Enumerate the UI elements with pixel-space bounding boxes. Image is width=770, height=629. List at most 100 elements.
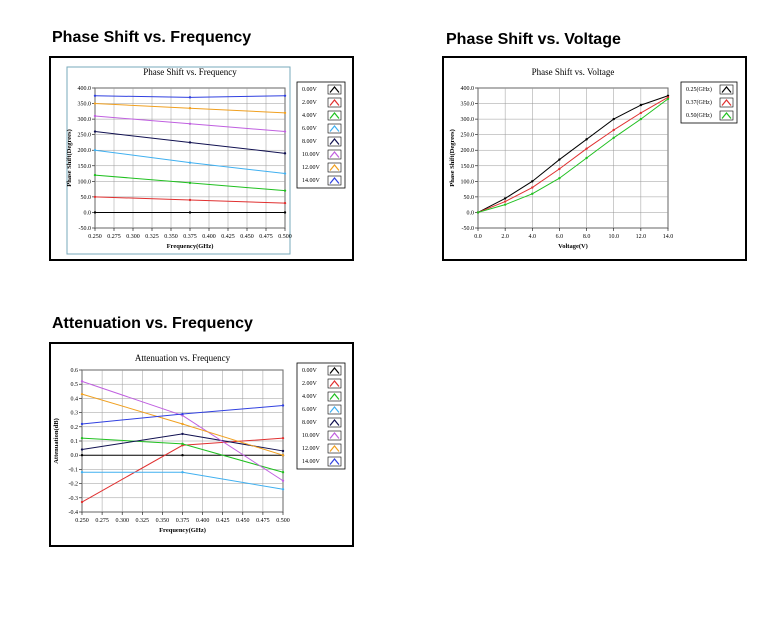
legend-icon-box [719, 110, 734, 121]
legend-icon [329, 432, 340, 439]
legend-icon [329, 164, 340, 171]
legend-icon-box [327, 162, 342, 173]
x-tick-label: 0.250 [75, 518, 89, 524]
data-point [283, 111, 287, 115]
y-tick-label: 0.0 [71, 453, 79, 459]
series-line [477, 95, 669, 213]
legend-icon [329, 112, 340, 119]
legend-icon-box [327, 365, 342, 376]
data-point [80, 448, 84, 451]
y-tick-label: 400.0 [78, 86, 92, 92]
data-point [181, 422, 184, 426]
legend-icon-box [327, 97, 342, 108]
section-heading: Phase Shift vs. Voltage [446, 31, 621, 48]
data-point [281, 449, 285, 453]
data-point [283, 172, 287, 175]
legend-icon [329, 393, 340, 400]
x-tick-label: 0.500 [278, 234, 292, 240]
legend-icon [329, 419, 340, 426]
y-tick-label: -0.1 [69, 467, 79, 473]
series-line [477, 98, 669, 213]
legend-icon-box [327, 84, 342, 95]
legend-icon [721, 99, 732, 106]
data-point [283, 130, 287, 133]
legend-label: 6.00V [302, 407, 318, 413]
data-point [188, 161, 192, 164]
data-point [281, 479, 285, 482]
legend-label: 8.00V [302, 139, 318, 145]
data-point [80, 422, 84, 426]
section-heading: Phase Shift vs. Frequency [52, 29, 251, 46]
legend-label: 14.00V [302, 178, 321, 184]
data-point [181, 471, 184, 474]
y-tick-label: 0.3 [71, 411, 79, 417]
y-tick-label: -50.0 [462, 226, 475, 232]
data-point [281, 454, 285, 457]
legend-icon-box [327, 391, 342, 402]
x-axis-label: Voltage(V) [558, 243, 588, 250]
y-tick-label: -0.2 [69, 482, 79, 488]
data-point [639, 117, 643, 121]
data-point [93, 211, 97, 214]
data-point [188, 96, 192, 99]
legend-icon [329, 380, 340, 387]
x-tick-label: 0.425 [221, 234, 235, 240]
x-tick-label: 0.275 [107, 234, 121, 240]
series-line [477, 96, 669, 213]
data-point [188, 122, 192, 125]
legend-label: 10.00V [302, 433, 321, 439]
chart-title: Phase Shift vs. Voltage [532, 67, 615, 77]
legend-icon-box [327, 175, 342, 186]
y-tick-label: 0.1 [71, 439, 79, 445]
legend-label: 4.00V [302, 113, 318, 119]
data-point [283, 152, 287, 155]
x-tick-label: 8.0 [583, 234, 591, 240]
legend-icon-box [327, 149, 342, 160]
data-point [476, 211, 480, 214]
data-point [585, 147, 588, 150]
legend-icon-box [327, 110, 342, 121]
data-point [639, 103, 643, 107]
legend-icon [721, 112, 732, 119]
data-point [80, 392, 84, 396]
data-point [612, 136, 615, 139]
x-tick-label: 2.0 [501, 234, 509, 240]
data-point [188, 107, 192, 110]
data-point [181, 412, 184, 416]
y-tick-label: 350.0 [78, 102, 92, 108]
legend-label: 6.00V [302, 126, 318, 132]
data-point [503, 197, 507, 200]
x-tick-label: 0.425 [216, 518, 230, 524]
legend-icon [329, 367, 340, 374]
y-tick-label: 50.0 [464, 195, 475, 201]
legend-icon [329, 86, 340, 93]
y-tick-label: 0.5 [71, 382, 79, 388]
y-tick-label: 0.6 [71, 368, 79, 374]
x-tick-label: 6.0 [556, 234, 564, 240]
x-tick-label: 0.450 [240, 234, 254, 240]
y-tick-label: 100.0 [461, 179, 475, 185]
legend-label: 0.25(GHz) [686, 86, 712, 93]
y-tick-label: -0.4 [69, 510, 79, 516]
data-point [80, 454, 84, 457]
data-point [93, 195, 97, 199]
data-point [531, 180, 534, 183]
y-axis-label: Attenuation(dB) [53, 418, 60, 464]
x-tick-label: 12.0 [636, 234, 647, 240]
y-tick-label: 150.0 [78, 164, 92, 170]
x-tick-label: 0.400 [202, 234, 216, 240]
data-point [80, 380, 84, 383]
x-tick-label: 14.0 [663, 234, 674, 240]
data-point [281, 436, 285, 440]
legend-label: 14.00V [302, 459, 321, 465]
chart-title: Phase Shift vs. Frequency [143, 67, 237, 77]
data-point [188, 198, 192, 202]
legend-icon [329, 151, 340, 158]
y-tick-label: 0.2 [71, 425, 79, 431]
x-tick-label: 4.0 [529, 234, 537, 240]
legend-label: 10.00V [302, 152, 321, 158]
x-tick-label: 0.250 [88, 234, 102, 240]
legend-label: 8.00V [302, 420, 318, 426]
data-point [80, 436, 84, 440]
data-point [93, 102, 97, 105]
